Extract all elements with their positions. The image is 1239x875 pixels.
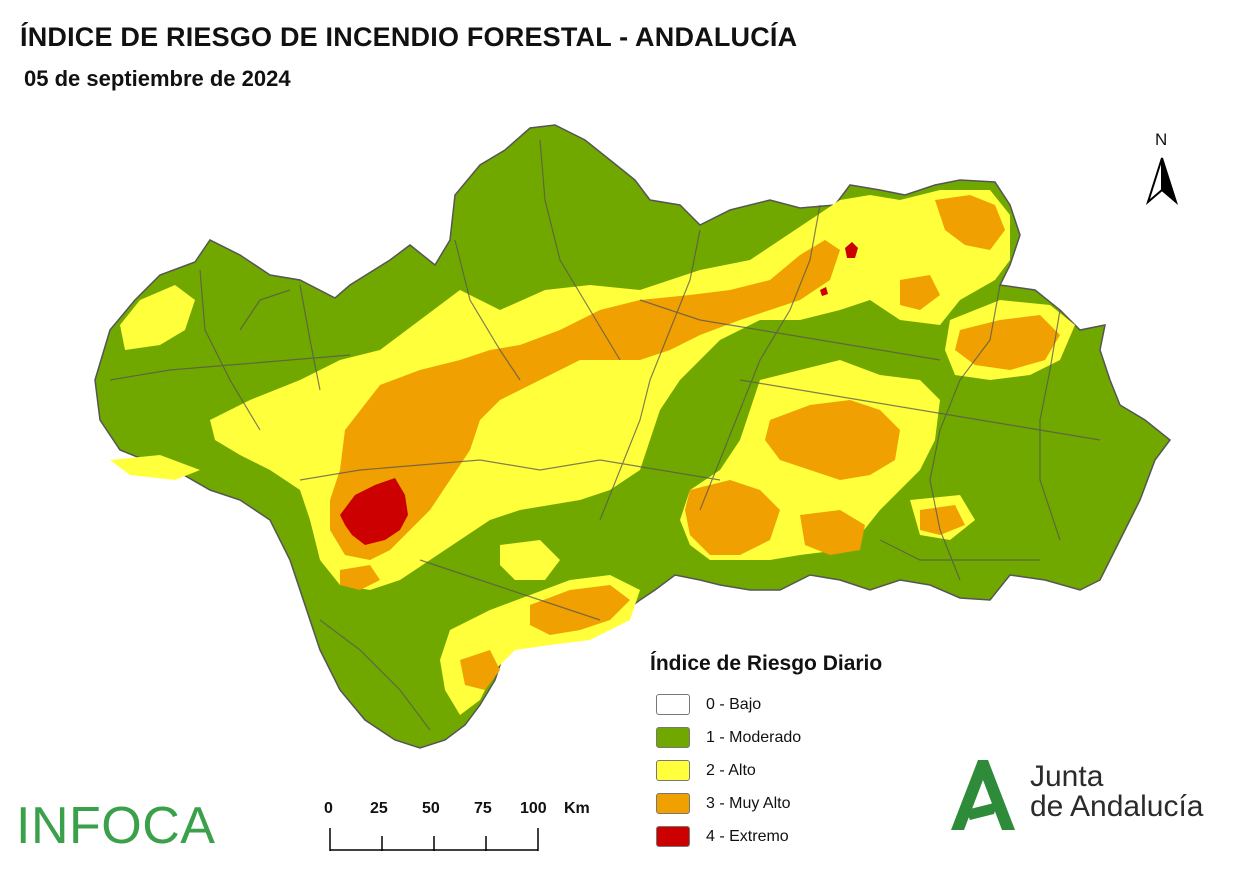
legend-swatch bbox=[656, 694, 690, 715]
junta-andalucia-wordmark: Junta de Andalucía bbox=[1030, 762, 1203, 822]
infoca-logo: INFOCA bbox=[16, 797, 216, 855]
north-arrow-icon bbox=[1145, 157, 1179, 206]
scale-tick-label: 75 bbox=[474, 800, 492, 817]
region-muy-alto bbox=[330, 195, 1060, 690]
scale-tick-label: 25 bbox=[370, 800, 388, 817]
junta-line1: Junta bbox=[1030, 760, 1104, 793]
legend-item: 2 - Alto bbox=[650, 754, 882, 787]
municipal-borders bbox=[109, 139, 1101, 731]
legend: Índice de Riesgo Diario 0 - Bajo 1 - Mod… bbox=[650, 652, 882, 853]
region-extremo bbox=[340, 242, 858, 545]
legend-item: 3 - Muy Alto bbox=[650, 787, 882, 820]
scale-bar-graphic bbox=[329, 828, 539, 851]
legend-swatch bbox=[656, 760, 690, 781]
map-title: ÍNDICE DE RIESGO DE INCENDIO FORESTAL - … bbox=[20, 22, 798, 52]
scale-bar: 0 25 50 75 100 Km bbox=[322, 800, 592, 860]
legend-label: 0 - Bajo bbox=[706, 695, 762, 713]
legend-label: 4 - Extremo bbox=[706, 827, 789, 845]
legend-swatch bbox=[656, 727, 690, 748]
legend-swatch bbox=[656, 793, 690, 814]
legend-label: 3 - Muy Alto bbox=[706, 794, 791, 812]
legend-item: 1 - Moderado bbox=[650, 721, 882, 754]
legend-swatch bbox=[656, 826, 690, 847]
junta-line2: de Andalucía bbox=[1030, 790, 1204, 823]
legend-item: 0 - Bajo bbox=[650, 688, 882, 721]
north-label: N bbox=[1155, 130, 1168, 149]
scale-tick-label: 100 bbox=[520, 800, 547, 817]
scale-tick-label: 0 bbox=[324, 800, 333, 817]
junta-andalucia-logo-icon bbox=[951, 760, 1015, 830]
legend-title: Índice de Riesgo Diario bbox=[650, 652, 883, 675]
map-date: 05 de septiembre de 2024 bbox=[24, 66, 291, 91]
scale-tick-label: 50 bbox=[422, 800, 440, 817]
legend-label: 2 - Alto bbox=[706, 761, 756, 779]
scale-unit: Km bbox=[564, 800, 590, 817]
legend-item: 4 - Extremo bbox=[650, 820, 882, 853]
legend-label: 1 - Moderado bbox=[706, 728, 802, 746]
